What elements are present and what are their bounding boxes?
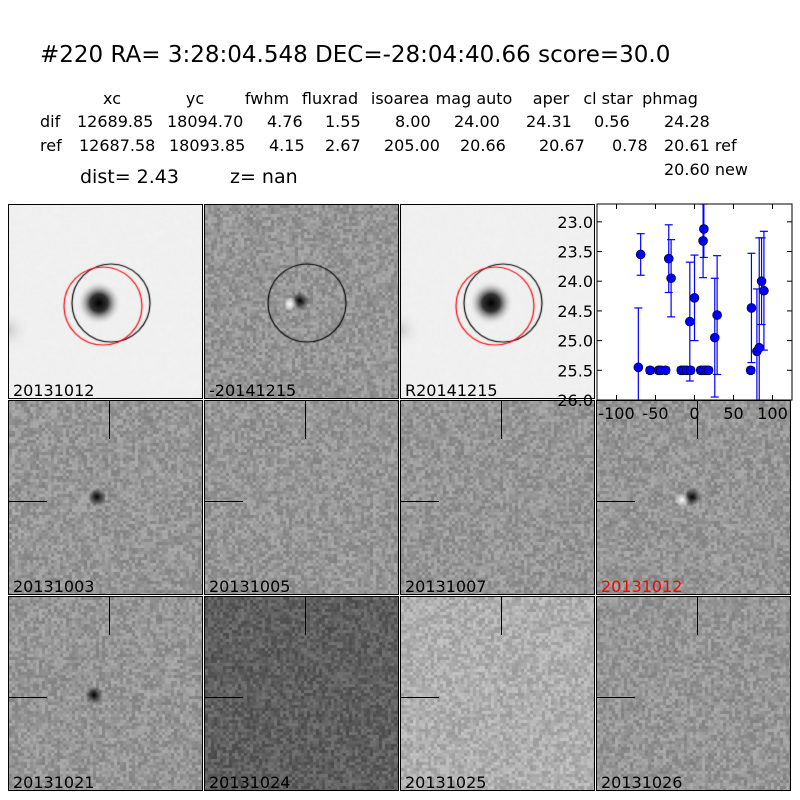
- data-point: [689, 254, 700, 342]
- data-point: [703, 365, 714, 376]
- x-tick-label: -50: [642, 404, 668, 423]
- table-cell: 8.00: [395, 112, 431, 131]
- column-header: fluxrad: [301, 89, 359, 108]
- x-tick-label: 0: [689, 404, 699, 423]
- y-tick-label: 24.0: [557, 272, 593, 291]
- table-cell: 20.67: [539, 136, 585, 155]
- crosshair-tick: [305, 597, 306, 635]
- x-tick-label: 50: [723, 404, 743, 423]
- crosshair-tick: [305, 401, 306, 439]
- table-cell: 12689.85: [77, 112, 154, 131]
- table-cell: 1.55: [325, 112, 361, 131]
- table-cell: 2.67: [325, 136, 361, 155]
- y-tick-label: 24.5: [557, 302, 593, 321]
- image-stamp[interactable]: 20131024: [204, 596, 399, 791]
- data-point: [746, 252, 757, 364]
- data-point: [698, 204, 708, 279]
- crosshair-tick: [597, 697, 635, 698]
- stamp-date-label: 20131025: [405, 773, 487, 791]
- x-tick-label: 100: [757, 404, 788, 423]
- data-point: [660, 365, 671, 376]
- y-tick-label: 25.5: [557, 361, 593, 380]
- dist-value: dist= 2.43: [80, 166, 179, 188]
- image-stamp[interactable]: 20131012: [596, 400, 791, 595]
- table-cell: 20.61 ref: [664, 136, 737, 155]
- stamp-date-label: 20131012: [601, 577, 683, 595]
- table-cell: 4.76: [267, 112, 303, 131]
- crosshair-tick: [697, 597, 698, 635]
- table-cell: 205.00: [384, 136, 440, 155]
- stamp-date-label: 20131026: [601, 773, 683, 791]
- crosshair-tick: [697, 401, 698, 439]
- crosshair-tick: [109, 401, 110, 439]
- column-header: yc: [185, 89, 205, 108]
- stamp-date-label: R20141215: [405, 381, 498, 399]
- z-value: z= nan: [230, 166, 298, 188]
- candidate-title: #220 RA= 3:28:04.548 DEC=-28:04:40.66 sc…: [40, 42, 671, 68]
- data-point: [666, 239, 676, 318]
- crosshair-tick: [109, 597, 110, 635]
- stamp-date-label: 20131007: [405, 577, 487, 595]
- image-stamp[interactable]: 20131005: [204, 400, 399, 595]
- image-stamp[interactable]: 20131025: [400, 596, 595, 791]
- column-header: fwhm: [244, 89, 290, 108]
- stamp-date-label: 20131005: [209, 577, 291, 595]
- light-curve-chart: 23.0 23.5 24.0 24.5 25.0 25.5 26.0 -100 -50 0 50 10…: [557, 203, 793, 423]
- image-stamp[interactable]: 20131026: [596, 596, 791, 791]
- crosshair-tick: [501, 597, 502, 635]
- table-cell: 24.00: [454, 112, 500, 131]
- data-point: [759, 230, 769, 351]
- crosshair-tick: [205, 697, 243, 698]
- crosshair-tick: [401, 501, 439, 502]
- stamp-date-label: 20131012: [13, 381, 95, 399]
- image-stamp[interactable]: R20141215: [400, 204, 595, 399]
- column-header: aper: [532, 89, 570, 108]
- stamp-date-label: 20131003: [13, 577, 95, 595]
- crosshair-tick: [9, 501, 47, 502]
- table-cell: 0.78: [612, 136, 648, 155]
- column-header: cl star: [583, 89, 633, 108]
- column-header: xc: [103, 89, 121, 108]
- image-stamp[interactable]: 20131021: [8, 596, 203, 791]
- crosshair-tick: [9, 697, 47, 698]
- column-header: phmag: [642, 89, 698, 108]
- phmag-new: 20.60 new: [664, 160, 748, 179]
- stamp-date-label: 20131021: [13, 773, 95, 791]
- crosshair-tick: [501, 401, 502, 439]
- column-header: isoarea: [370, 89, 430, 108]
- data-point: [745, 365, 756, 376]
- table-cell: 18094.70: [167, 112, 244, 131]
- table-cell: 24.28: [664, 112, 710, 131]
- table-cell: 20.66: [460, 136, 506, 155]
- crosshair-tick: [401, 697, 439, 698]
- data-point: [685, 365, 696, 376]
- table-cell: 0.56: [594, 112, 630, 131]
- data-point: [633, 307, 644, 400]
- stamp-date-label: -20141215: [209, 381, 297, 399]
- y-tick-label: 23.0: [557, 213, 593, 232]
- data-point: [712, 255, 722, 376]
- y-tick-label: 25.0: [557, 332, 593, 351]
- table-cell: 12687.58: [79, 136, 156, 155]
- row-label: ref: [40, 136, 62, 155]
- crosshair-tick: [597, 501, 635, 502]
- y-tick-label: 23.5: [557, 243, 593, 262]
- y-tick-label: 26.0: [557, 391, 593, 410]
- crosshair-tick: [205, 501, 243, 502]
- data-point: [699, 204, 709, 259]
- stamp-date-label: 20131024: [209, 773, 291, 791]
- table-cell: 24.31: [526, 112, 572, 131]
- image-stamp[interactable]: 20131007: [400, 400, 595, 595]
- table-cell: 18093.85: [169, 136, 246, 155]
- image-stamp[interactable]: 20131003: [8, 400, 203, 595]
- data-point: [645, 365, 655, 376]
- image-stamp[interactable]: -20141215: [204, 204, 399, 399]
- column-header: mag auto: [435, 89, 513, 108]
- table-cell: 4.15: [269, 136, 305, 155]
- data-point: [635, 233, 646, 276]
- row-label: dif: [40, 112, 61, 131]
- image-stamp[interactable]: 20131012: [8, 204, 203, 399]
- x-tick-label: -100: [598, 404, 634, 423]
